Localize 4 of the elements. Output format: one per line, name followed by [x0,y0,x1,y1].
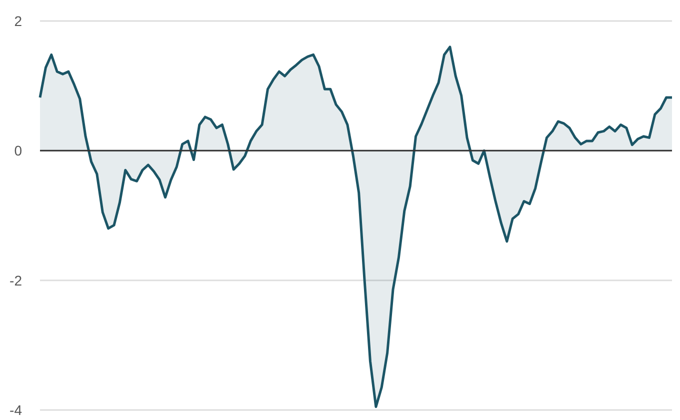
y-tick-label: -4 [10,402,22,418]
y-tick-label: 0 [14,142,22,159]
y-tick-label: -2 [10,272,22,288]
y-tick-label: 2 [14,12,22,29]
